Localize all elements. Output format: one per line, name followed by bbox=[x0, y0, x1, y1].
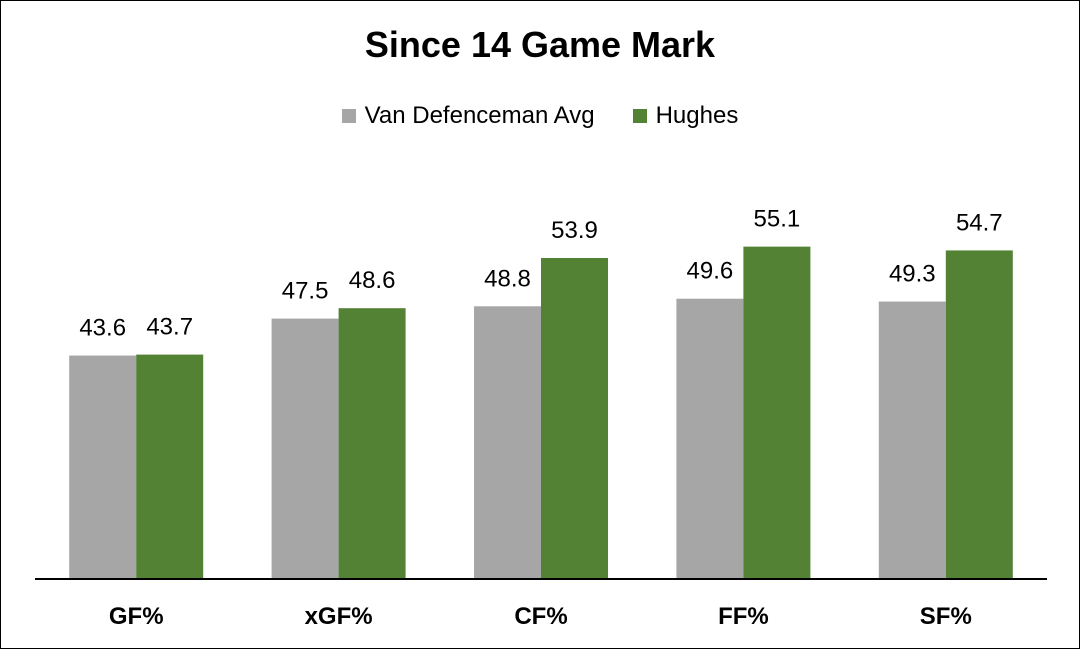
x-tick-label-xgfpct: xGF% bbox=[305, 603, 373, 630]
data-label-series-1-sfpct: 54.7 bbox=[956, 209, 1003, 236]
data-label-series-0-sfpct: 49.3 bbox=[889, 261, 936, 288]
data-label-series-0-cfpct: 48.8 bbox=[484, 265, 531, 292]
legend-swatch-series-0 bbox=[341, 109, 356, 123]
x-tick-label-gfpct: GF% bbox=[109, 603, 164, 630]
legend-swatch-series-1 bbox=[632, 109, 647, 123]
data-label-series-0-ffpct: 49.6 bbox=[687, 258, 734, 285]
legend-label-series-1: Hughes bbox=[655, 102, 739, 129]
legend: Van Defenceman Avg Hughes bbox=[0, 102, 1080, 130]
x-tick-label-ffpct: FF% bbox=[718, 603, 769, 630]
data-label-series-1-ffpct: 55.1 bbox=[754, 206, 801, 233]
x-tick-label-sfpct: SF% bbox=[920, 603, 972, 630]
bar-series-0-ffpct bbox=[676, 298, 744, 579]
legend-item-series-1: Hughes bbox=[632, 102, 739, 130]
bar-series-1-cfpct bbox=[541, 258, 608, 579]
legend-label-series-0: Van Defenceman Avg bbox=[364, 102, 595, 129]
legend-item-series-0: Van Defenceman Avg bbox=[341, 102, 595, 130]
data-label-series-1-gfpct: 43.7 bbox=[146, 314, 193, 341]
bar-series-0-sfpct bbox=[878, 301, 946, 579]
bar-series-1-xgfpct bbox=[338, 308, 406, 579]
data-label-series-1-xgfpct: 48.6 bbox=[349, 267, 396, 294]
bar-series-0-xgfpct bbox=[271, 318, 339, 579]
bar-series-1-gfpct bbox=[136, 354, 204, 579]
bar-series-0-cfpct bbox=[474, 306, 541, 579]
bar-series-0-gfpct bbox=[69, 355, 137, 579]
x-tick-label-cfpct: CF% bbox=[514, 603, 567, 630]
bar-series-1-sfpct bbox=[945, 250, 1013, 579]
data-label-series-0-gfpct: 43.6 bbox=[79, 315, 126, 342]
data-label-series-0-xgfpct: 47.5 bbox=[282, 278, 329, 305]
chart-title: Since 14 Game Mark bbox=[364, 24, 716, 65]
bar-series-1-ffpct bbox=[743, 246, 811, 580]
data-label-series-1-cfpct: 53.9 bbox=[551, 217, 598, 244]
